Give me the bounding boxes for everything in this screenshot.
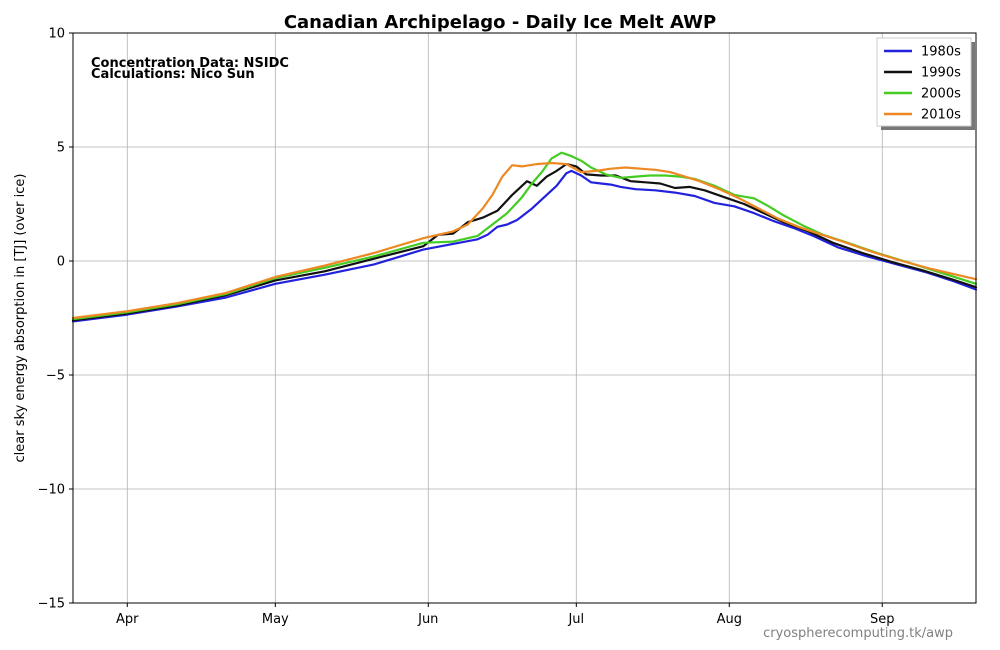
y-tick-label: 5 <box>57 141 65 156</box>
series-line-2000s <box>71 151 978 321</box>
series-lines <box>71 151 978 323</box>
x-tick-label: Jun <box>417 612 438 627</box>
source-credit: cryospherecomputing.tk/awp <box>763 626 953 641</box>
y-axis: 10 5 0 −5 −10 −15 <box>38 27 73 612</box>
y-tick-label: −5 <box>46 369 65 384</box>
plot-frame <box>72 32 977 604</box>
grid <box>73 33 976 603</box>
x-tick-label: Sep <box>870 612 895 627</box>
legend: 1980s 1990s 2000s 2010s <box>876 37 975 130</box>
x-tick-label: Apr <box>116 612 139 627</box>
legend-label-1990s: 1990s <box>921 66 961 81</box>
y-tick-label: 10 <box>48 27 65 42</box>
series-line-1980s <box>71 169 978 323</box>
annotation-calculations: Calculations: Nico Sun <box>91 67 255 82</box>
y-tick-label: −15 <box>38 597 65 612</box>
legend-label-2000s: 2000s <box>921 87 961 102</box>
legend-label-2010s: 2010s <box>921 108 961 123</box>
x-tick-label: Jul <box>567 612 584 627</box>
legend-label-1980s: 1980s <box>921 45 961 60</box>
y-tick-label: 0 <box>57 255 65 270</box>
annotation-concentration: Concentration Data: NSIDC <box>91 56 289 71</box>
y-tick-label: −10 <box>38 483 65 498</box>
chart-title: Canadian Archipelago - Daily Ice Melt AW… <box>284 12 716 33</box>
x-axis: Apr May Jun Jul Aug Sep <box>116 603 895 627</box>
x-tick-label: May <box>262 612 289 627</box>
series-line-2010s <box>71 161 978 320</box>
x-tick-label: Aug <box>717 612 742 627</box>
legend-box <box>876 37 972 127</box>
y-axis-label: clear sky energy absorption in [TJ] (ove… <box>13 174 28 463</box>
